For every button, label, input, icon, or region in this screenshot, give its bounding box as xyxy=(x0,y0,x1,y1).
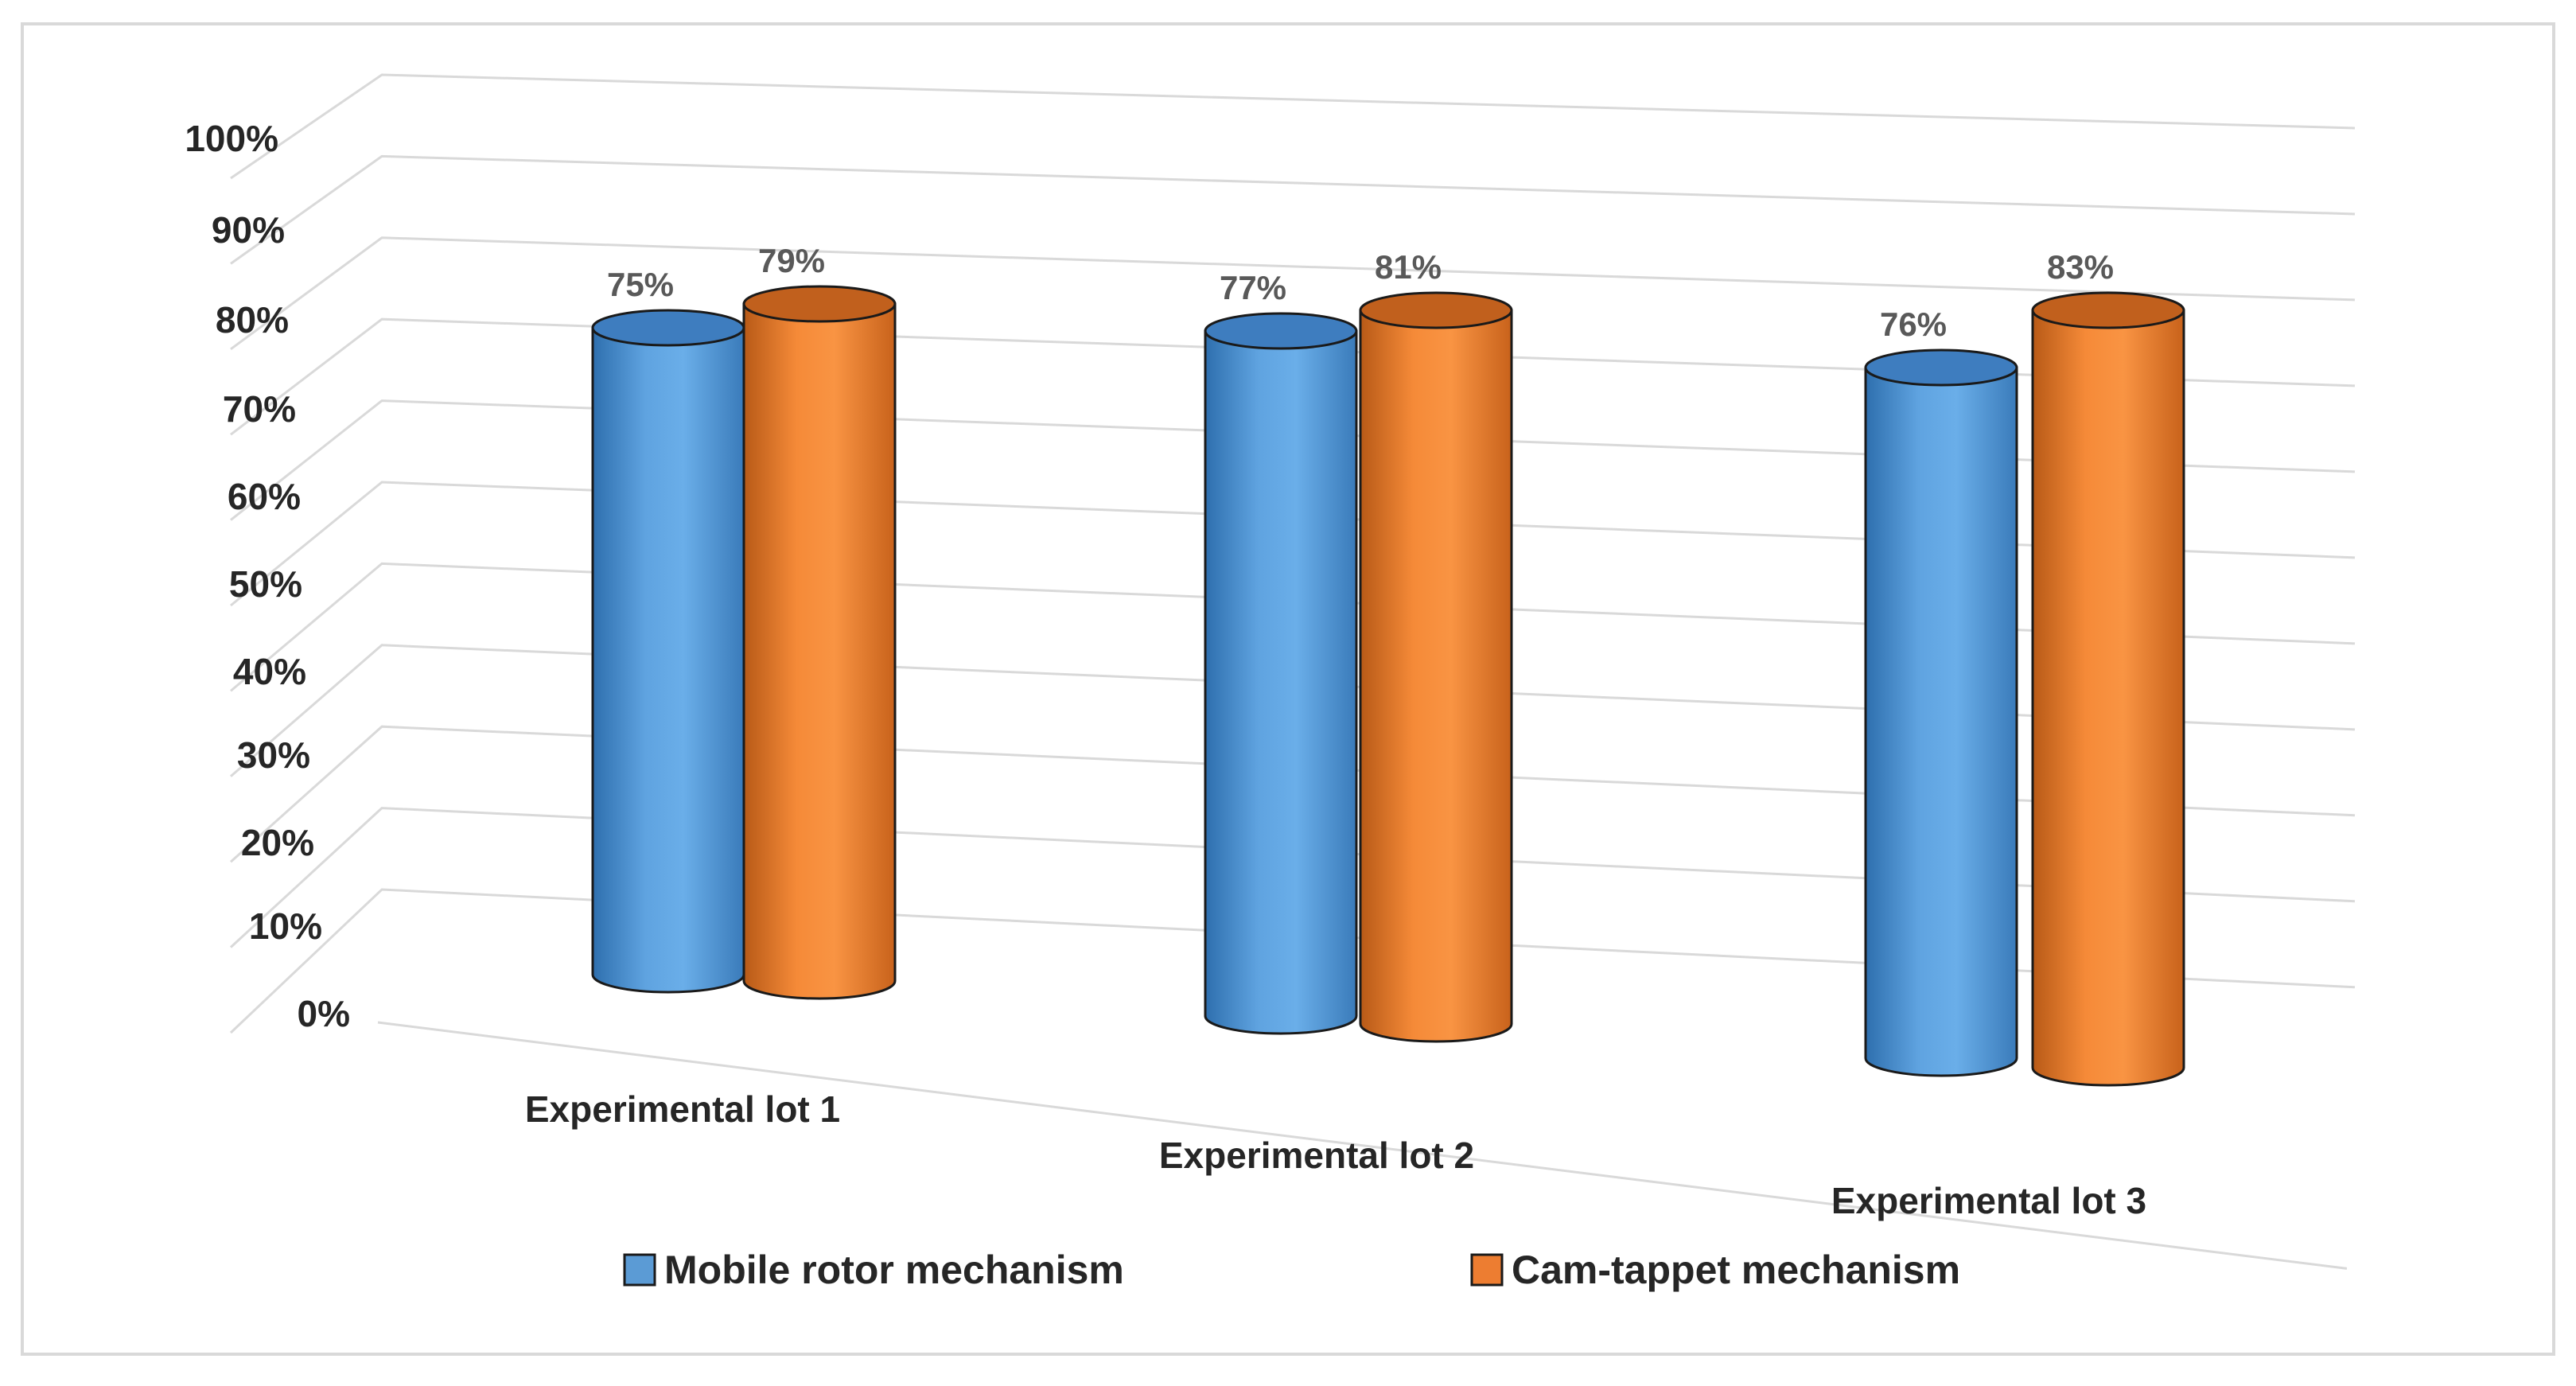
category-label: Experimental lot 3 xyxy=(1831,1180,2146,1221)
y-tick-label: 10% xyxy=(249,905,322,947)
bars xyxy=(591,285,2185,1087)
bar-body xyxy=(1864,366,2018,1077)
y-tick-label: 40% xyxy=(233,651,306,692)
data-label: 83% xyxy=(2047,248,2114,286)
floor-front-edge xyxy=(377,1021,2348,1270)
gridline xyxy=(229,725,2356,863)
legend-swatch xyxy=(623,1253,656,1287)
category-label: Experimental lot 2 xyxy=(1159,1135,1474,1176)
bar-cylinder xyxy=(1864,348,2018,1077)
bar-top xyxy=(2031,291,2185,329)
gridline xyxy=(230,481,2356,607)
bar-body xyxy=(1204,329,1358,1035)
gridline xyxy=(229,807,2356,948)
bar-body xyxy=(742,302,897,1000)
data-label: 79% xyxy=(758,242,825,279)
category-labels: Experimental lot 1 Experimental lot 2 Expe… xyxy=(525,1088,2146,1221)
gridline xyxy=(230,73,2356,180)
bar-top xyxy=(1359,291,1513,329)
gridline xyxy=(230,562,2356,692)
y-tick-label: 60% xyxy=(228,476,301,517)
gridline xyxy=(230,154,2356,265)
y-tick-label: 80% xyxy=(216,299,289,341)
data-label: 77% xyxy=(1220,269,1286,306)
bar-top xyxy=(591,309,745,347)
bar-top xyxy=(742,285,897,323)
gridline xyxy=(230,236,2356,351)
y-tick-label: 90% xyxy=(212,209,285,251)
bar-cylinder xyxy=(742,285,897,1000)
y-tick-label: 50% xyxy=(229,563,302,605)
legend: Mobile rotor mechanism Cam-tappet mechani… xyxy=(623,1248,1960,1292)
bar-cylinder xyxy=(1204,312,1358,1035)
gridline xyxy=(230,399,2356,521)
bar-body xyxy=(1359,309,1513,1043)
y-tick-label: 30% xyxy=(237,734,310,776)
legend-label: Cam-tappet mechanism xyxy=(1512,1248,1960,1292)
gridline xyxy=(229,888,2356,1034)
gridlines xyxy=(229,73,2356,1270)
bar-top xyxy=(1204,312,1358,350)
category-label: Experimental lot 1 xyxy=(525,1088,840,1130)
data-label: 75% xyxy=(607,266,674,303)
y-tick-label: 20% xyxy=(241,822,314,863)
gridline xyxy=(230,317,2356,436)
bar-cylinder xyxy=(591,309,745,994)
y-tick-label: 70% xyxy=(223,388,296,430)
legend-label: Mobile rotor mechanism xyxy=(664,1248,1124,1292)
bar-top xyxy=(1864,348,2018,387)
data-label: 76% xyxy=(1880,306,1947,343)
bar-cylinder xyxy=(2031,291,2185,1087)
y-tick-label: 0% xyxy=(298,993,350,1034)
data-label: 81% xyxy=(1375,248,1442,286)
y-tick-label: 100% xyxy=(185,118,278,159)
legend-swatch xyxy=(1470,1253,1504,1287)
gridline xyxy=(230,644,2356,777)
bar-cylinder xyxy=(1359,291,1513,1043)
bar-body xyxy=(591,326,745,994)
bar-body xyxy=(2031,309,2185,1087)
data-labels: 75% 77% 76% 79% 81% 83% xyxy=(607,242,2114,343)
y-axis-tick-labels: 0% 10% 20% 30% 40% 50% 60% 70% 80% 90% 100% xyxy=(185,118,350,1034)
